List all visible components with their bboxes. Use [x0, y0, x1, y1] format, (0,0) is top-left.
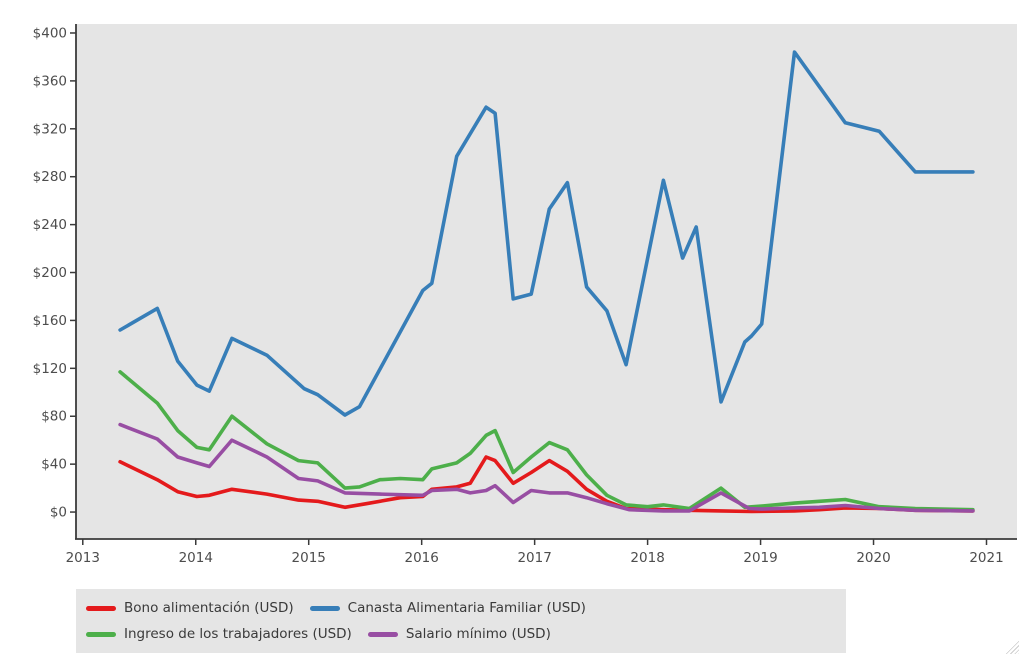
y-tick-label: $320: [33, 121, 67, 137]
x-tick-label: 2016: [404, 550, 438, 566]
legend-label: Bono alimentación (USD): [124, 600, 294, 616]
series-line-0: [118, 455, 975, 514]
legend-label: Canasta Alimentaria Familiar (USD): [347, 600, 586, 616]
legend-item-2: Ingreso de los trabajadores (USD): [86, 622, 352, 646]
resize-grip-icon[interactable]: [1004, 640, 1019, 654]
y-tick-label: $280: [33, 169, 67, 185]
series-line-2: [118, 370, 975, 512]
x-tick-label: 2019: [743, 550, 777, 566]
legend: Bono alimentación (USD) Canasta Alimentar…: [76, 589, 846, 653]
line-chart: $0 $40 $80 $120 $160 $200 $240 $280 $320 $360 $400…: [33, 24, 1017, 566]
legend-swatch-icon: [367, 631, 398, 637]
y-tick-label: $120: [33, 361, 67, 377]
x-tick-label: 2017: [517, 550, 551, 566]
legend-label: Ingreso de los trabajadores (USD): [124, 626, 352, 642]
series-line-1: [118, 50, 975, 417]
legend-swatch-icon: [309, 605, 340, 611]
y-tick-label: $160: [33, 313, 67, 329]
legend-label: Salario mínimo (USD): [405, 626, 551, 642]
x-tick-label: 2014: [179, 550, 213, 566]
x-tick-label: 2015: [292, 550, 326, 566]
plot-panel: [76, 24, 1017, 539]
x-tick-label: 2021: [969, 550, 1003, 566]
x-tick-label: 2013: [66, 550, 100, 566]
legend-swatch-icon: [86, 631, 116, 637]
legend-item-1: Canasta Alimentaria Familiar (USD): [309, 596, 586, 620]
y-tick-label: $360: [33, 73, 67, 89]
x-tick-label: 2020: [856, 550, 890, 566]
y-tick-label: $400: [33, 25, 67, 41]
y-tick-label: $40: [41, 457, 67, 473]
y-tick-label: $200: [33, 265, 67, 281]
x-tick-label: 2018: [630, 550, 664, 566]
legend-item-0: Bono alimentación (USD): [86, 596, 294, 620]
legend-swatch-icon: [86, 605, 116, 611]
legend-item-3: Salario mínimo (USD): [367, 622, 551, 646]
y-tick-label: $80: [41, 409, 67, 425]
y-tick-label: $240: [33, 217, 67, 233]
series-line-3: [118, 422, 975, 513]
y-tick-label: $0: [50, 505, 67, 521]
